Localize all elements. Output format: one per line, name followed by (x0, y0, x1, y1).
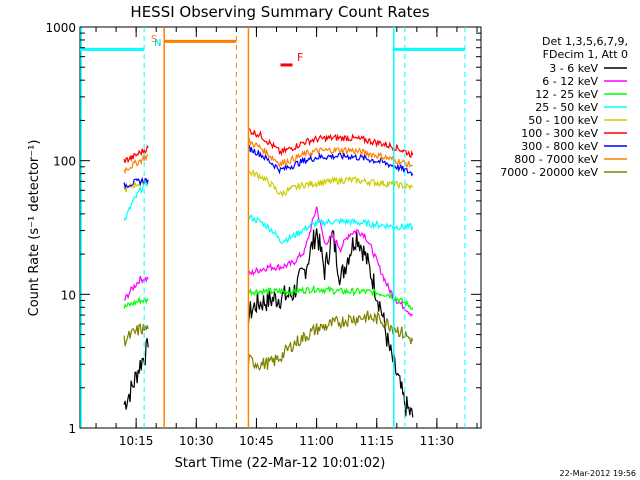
series-line-8 (123, 323, 149, 347)
x-tick-label: 10:15 (119, 434, 154, 448)
legend-entry-label: 3 - 6 keV (549, 62, 598, 75)
flare-flag-label: F (297, 51, 303, 64)
series-line-5 (123, 144, 149, 164)
plot-frame (79, 26, 482, 429)
series-line-0 (247, 228, 414, 418)
y-axis-label: Count Rate (s⁻¹ detector⁻¹) (27, 140, 42, 317)
series-line-5 (248, 128, 414, 159)
x-tick-label: 11:00 (299, 434, 334, 448)
x-tick-label: 10:30 (179, 434, 214, 448)
y-tick-label: 100 (53, 155, 76, 169)
legend-header-line-2: FDecim 1, Att 0 (543, 48, 628, 61)
legend-entry-label: 25 - 50 keV (535, 101, 598, 114)
series-line-7 (123, 154, 149, 175)
saa-flag-label: S (151, 34, 157, 45)
x-tick-label: 11:15 (359, 434, 394, 448)
series-line-7 (247, 137, 413, 169)
x-tick-label: 11:30 (420, 434, 455, 448)
series-line-6 (247, 144, 414, 177)
y-tick-label: 1 (68, 422, 76, 436)
x-axis-label: Start Time (22-Mar-12 10:01:02) (175, 456, 386, 471)
series-line-2 (247, 285, 414, 310)
legend-entry-label: 6 - 12 keV (542, 75, 598, 88)
legend-entry-label: 800 - 7000 keV (514, 153, 598, 166)
generation-timestamp: 22-Mar-2012 19:56 (560, 469, 637, 478)
legend-entry-label: 100 - 300 keV (521, 127, 598, 140)
legend-entry-label: 300 - 800 keV (521, 140, 598, 153)
series-line-4 (247, 169, 414, 198)
y-tick-label: 1000 (45, 21, 76, 35)
series-line-1 (247, 206, 413, 317)
series-line-8 (247, 310, 414, 372)
series-line-3 (247, 213, 414, 244)
legend-entry-label: 7000 - 20000 keV (500, 166, 598, 179)
axes: 1 10 100 1000 10:15 10:30 10:45 11:00 11:15 11:30 (45, 21, 481, 448)
x-tick-label: 10:45 (239, 434, 274, 448)
plot-area (123, 128, 414, 418)
legend-entry-label: 12 - 25 keV (535, 88, 598, 101)
legend-entry-label: 50 - 100 keV (528, 114, 598, 127)
chart-title: HESSI Observing Summary Count Rates (130, 3, 429, 21)
y-tick-label: 10 (61, 288, 76, 302)
plot-overlays (80, 27, 466, 428)
legend-header-line-1: Det 1,3,5,6,7,9, (542, 35, 628, 48)
night-flag-label: N (154, 38, 161, 49)
legend: Det 1,3,5,6,7,9, FDecim 1, Att 0 3 - 6 k… (500, 35, 628, 179)
